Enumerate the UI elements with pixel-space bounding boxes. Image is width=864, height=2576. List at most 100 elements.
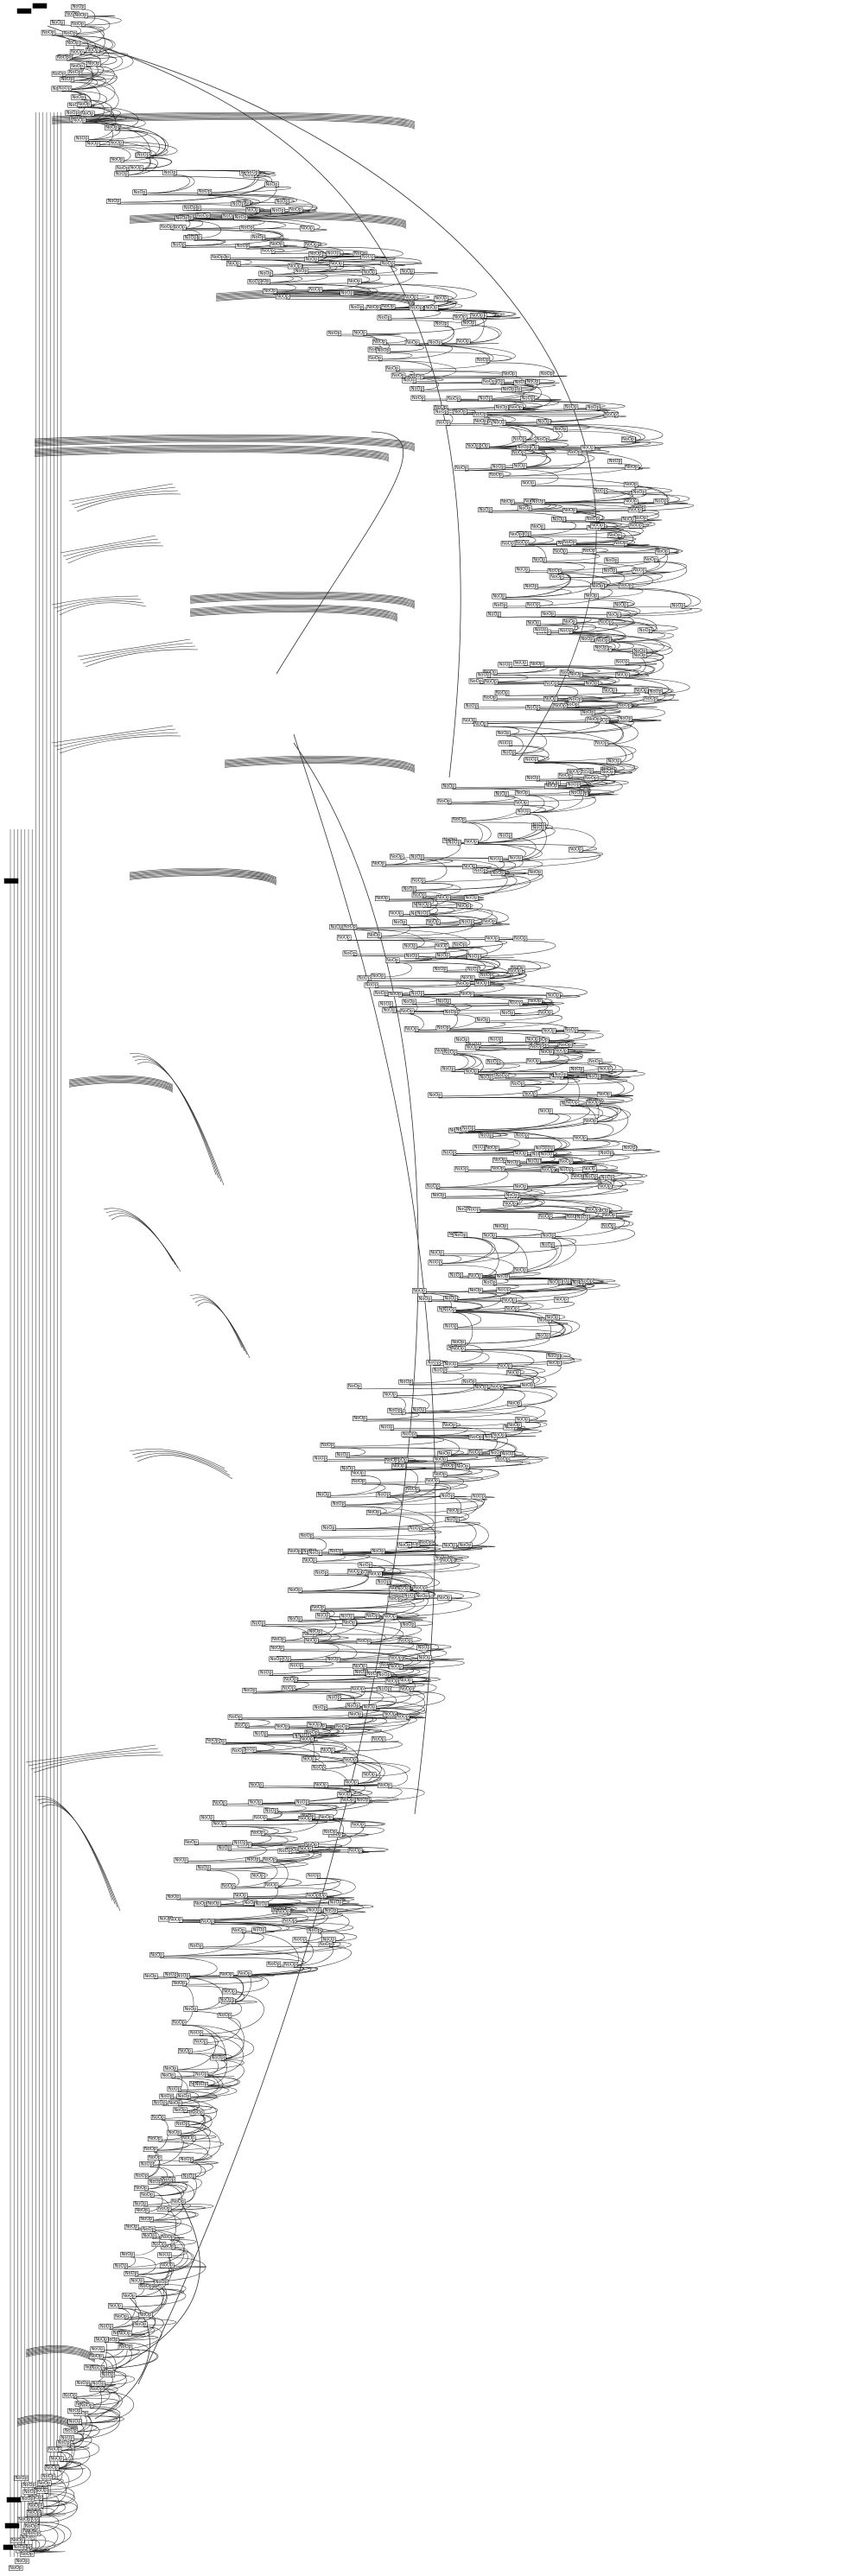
graph-node: NoOp [670, 603, 685, 608]
node-label: NoOp [134, 190, 146, 195]
node-label: NoOp [469, 1288, 481, 1293]
edge-curve [34, 451, 390, 461]
graph-node: NoOp [475, 357, 491, 363]
edge-curve [232, 1862, 278, 1888]
graph-node: NoOp [582, 1118, 598, 1124]
edge-curve [330, 1447, 524, 1456]
node-label: NoOp [581, 768, 593, 773]
edge-curve [493, 666, 557, 674]
graph-node: NoOp [581, 548, 597, 554]
edge-curve [534, 746, 637, 762]
graph-node: NoOp [149, 1952, 164, 1957]
node-label: NoOp [131, 2279, 143, 2284]
node-label: NoOp [227, 261, 239, 266]
edge-curve [594, 598, 635, 606]
node-label: NoOp [16, 2548, 29, 2554]
graph-node: NoOp [541, 611, 556, 617]
node-label: NoOp [540, 1050, 552, 1055]
node-label: NoOp [314, 1783, 327, 1788]
graph-node: NoOp [553, 1297, 569, 1303]
node-label: NoOp [403, 944, 416, 949]
edge-curve [204, 2060, 227, 2086]
node-label: NoOp [596, 638, 608, 644]
edge-curve [189, 604, 398, 615]
graph-node: NoOp [183, 235, 198, 240]
node-label: NoOp [270, 242, 283, 247]
edge-curve [295, 1851, 385, 1854]
edge-curve [396, 962, 509, 977]
edge-curve [68, 1078, 174, 1088]
node-label: NoOp [162, 2235, 174, 2240]
node-label: NoOp [182, 2136, 194, 2141]
graph-node: NoOp [276, 1909, 291, 1914]
edge-curve [185, 2126, 211, 2161]
node-label: NoOp [404, 295, 416, 300]
node-label: NoOp [4, 2545, 16, 2550]
edge-curve [129, 213, 407, 223]
graph-node: NoOp [336, 935, 352, 941]
graph-node: NoOp [528, 869, 543, 875]
node-label: NoOp [560, 629, 572, 634]
edge-curve [454, 1322, 569, 1328]
graph-node: NoOp [194, 2081, 208, 2087]
edge-curve [478, 1439, 498, 1454]
graph-node: NoOp [44, 2465, 60, 2471]
graph-node: NoOp [100, 2372, 116, 2377]
graph-node: NoOp [596, 1091, 612, 1097]
edge-curve [187, 2085, 238, 2098]
edge-curve [474, 706, 658, 709]
graph-node: NoOp [496, 730, 511, 736]
edge-curve [463, 316, 521, 320]
graph-node: NoOp [373, 990, 389, 996]
node-label: NoOp [372, 1549, 384, 1554]
graph-node: NoOp [326, 1656, 340, 1662]
node-label: NoOp [61, 77, 73, 82]
graph-node: NoOp [67, 2419, 82, 2425]
edge-curve [189, 607, 398, 618]
node-label: NoOp [135, 2186, 147, 2191]
node-label: NoOp [634, 516, 646, 521]
node-label: NoOp [289, 264, 301, 270]
edge-curve [438, 1094, 633, 1099]
node-label: NoOp [645, 696, 657, 701]
node-label: NoOp [69, 70, 81, 75]
node-label: NoOp [136, 2173, 148, 2179]
node-label: NoOp [478, 673, 490, 678]
edge-curve [337, 1691, 365, 1699]
graph-node: NoOp [455, 339, 471, 344]
edge-curve [51, 595, 139, 606]
node-label: NoOp [241, 225, 253, 231]
node-label: NoOp [299, 1816, 311, 1821]
node-label: NoOp [594, 488, 607, 493]
edge-curve [252, 1681, 309, 1692]
node-label: NoOp [144, 1974, 156, 1979]
graph-node: NoOp [327, 330, 342, 336]
edge-curve [82, 123, 166, 156]
edge-curve [438, 1265, 497, 1278]
node-label: NoOp [389, 1596, 401, 1602]
node-label: NoOp [213, 1822, 225, 1827]
graph-node: NoOp [365, 304, 381, 310]
graph-node: NoOp [379, 1424, 394, 1431]
graph-node: NoOp [515, 1417, 530, 1423]
graph-node: NoOp [599, 1150, 613, 1156]
node-label: NoOp [72, 95, 84, 100]
graph-node: NoOp [133, 2201, 148, 2206]
node-label: NoOp [343, 1621, 355, 1626]
node-label: NoOp [18, 2517, 30, 2522]
graph-node: NoOp [237, 1970, 252, 1976]
node-label: NoOp [622, 517, 634, 522]
graph-node: NoOp [416, 902, 431, 908]
node-label: NoOp [537, 437, 549, 442]
node-label: NoOp [260, 1671, 272, 1676]
graph-node: NoOp [446, 396, 461, 402]
node-label: NoOp [321, 1748, 334, 1753]
edge-curve [604, 650, 664, 663]
graph-node: NoOp [492, 593, 506, 600]
edge-curve [222, 1820, 327, 1825]
node-label: NoOp [53, 72, 65, 77]
node-label: NoOp [252, 1621, 264, 1626]
graph-node: NoOp [133, 2321, 148, 2327]
edge-curve [160, 1932, 245, 1957]
edge-curve [158, 2135, 217, 2141]
